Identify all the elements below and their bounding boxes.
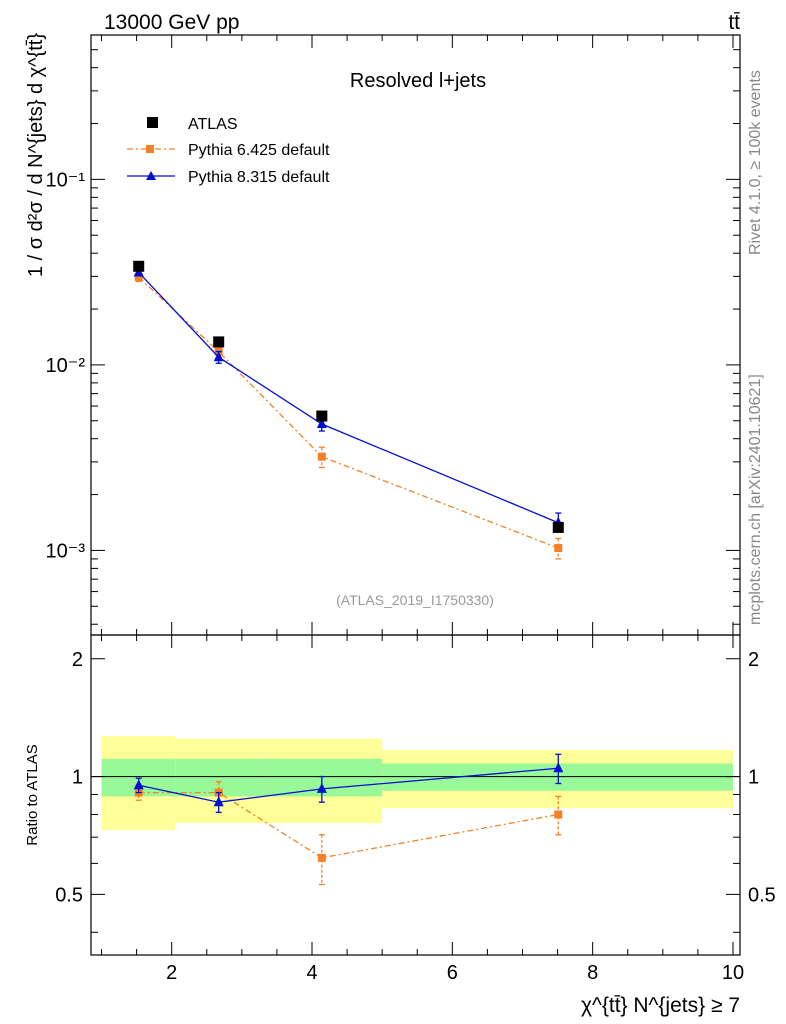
ratio-pythia8-point xyxy=(553,762,564,773)
x-tick-label: 2 xyxy=(166,962,177,984)
mcplots-side-label: mcplots.cern.ch [arXiv:2401.10621] xyxy=(747,374,764,625)
main-pythia8-point xyxy=(213,351,224,362)
x-tick-label: 8 xyxy=(587,962,598,984)
ratio-y-axis-label: Ratio to ATLAS xyxy=(24,744,41,845)
ratio-pythia8-point xyxy=(213,796,224,807)
main-pythia8-point xyxy=(316,418,327,429)
ratio-panel: 2 4 6 8 10 0.5 0.5 1 1 2 2 xyxy=(55,634,776,984)
main-y-tick-label: 10⁻³ xyxy=(46,540,86,562)
main-pythia6-point xyxy=(554,544,563,553)
x-axis-label: χ^{tt̄} N^{jets} ≥ 7 xyxy=(581,994,740,1017)
main-pythia6-point xyxy=(317,452,326,461)
ratio-y-tick-label-left: 2 xyxy=(72,649,83,671)
main-panel: 10⁻³ 10⁻² 10⁻¹ xyxy=(46,34,741,636)
legend-py6-marker xyxy=(146,145,154,153)
ratio-pythia8-point xyxy=(316,782,327,793)
main-pythia8-line xyxy=(138,271,559,524)
main-pythia6-line xyxy=(138,276,559,549)
rivet-side-label: Rivet 4.1.0, ≥ 100k events xyxy=(747,70,764,255)
ratio-y-tick-label-left: 0.5 xyxy=(55,884,83,906)
header-energy-label: 13000 GeV pp xyxy=(104,11,239,34)
header-process-label: tt̄ xyxy=(728,11,740,34)
legend-atlas-label: ATLAS xyxy=(188,116,238,133)
legend: ATLAS Pythia 6.425 default Pythia 8.315 … xyxy=(127,116,330,186)
legend-py8-label: Pythia 8.315 default xyxy=(188,169,330,186)
main-y-tick-label: 10⁻¹ xyxy=(46,169,86,191)
main-atlas-point xyxy=(316,410,328,422)
ratio-y-tick-label-right: 2 xyxy=(748,649,759,671)
legend-py6-label: Pythia 6.425 default xyxy=(188,142,330,159)
ratio-frame xyxy=(90,634,741,956)
main-atlas-point xyxy=(552,521,564,533)
main-y-tick-label: 10⁻² xyxy=(46,355,86,377)
ratio-pythia8-point xyxy=(133,779,144,790)
ratio-y-tick-label-right: 0.5 xyxy=(748,884,776,906)
analysis-watermark: (ATLAS_2019_I1750330) xyxy=(336,592,494,608)
x-tick-label: 4 xyxy=(306,962,317,984)
ratio-pythia6-point xyxy=(554,810,563,819)
main-atlas-point xyxy=(213,336,225,348)
ratio-y-tick-label-left: 1 xyxy=(72,767,83,789)
x-tick-label: 10 xyxy=(722,962,744,984)
legend-atlas-marker xyxy=(147,117,158,128)
legend-py8-marker xyxy=(146,171,156,180)
ratio-y-tick-label-right: 1 xyxy=(748,767,759,789)
main-pythia6-point xyxy=(134,273,143,282)
main-plot-title: Resolved l+jets xyxy=(350,70,486,92)
ratio-pythia8-line xyxy=(138,767,559,803)
ratio-pythia6-line xyxy=(138,791,559,859)
ratio-pythia6-point xyxy=(317,853,326,862)
main-y-axis-label: 1 / σ d²σ / d N^{jets} d χ^{tt̄} xyxy=(25,33,47,277)
x-tick-label: 6 xyxy=(447,962,458,984)
main-atlas-point xyxy=(133,260,145,272)
